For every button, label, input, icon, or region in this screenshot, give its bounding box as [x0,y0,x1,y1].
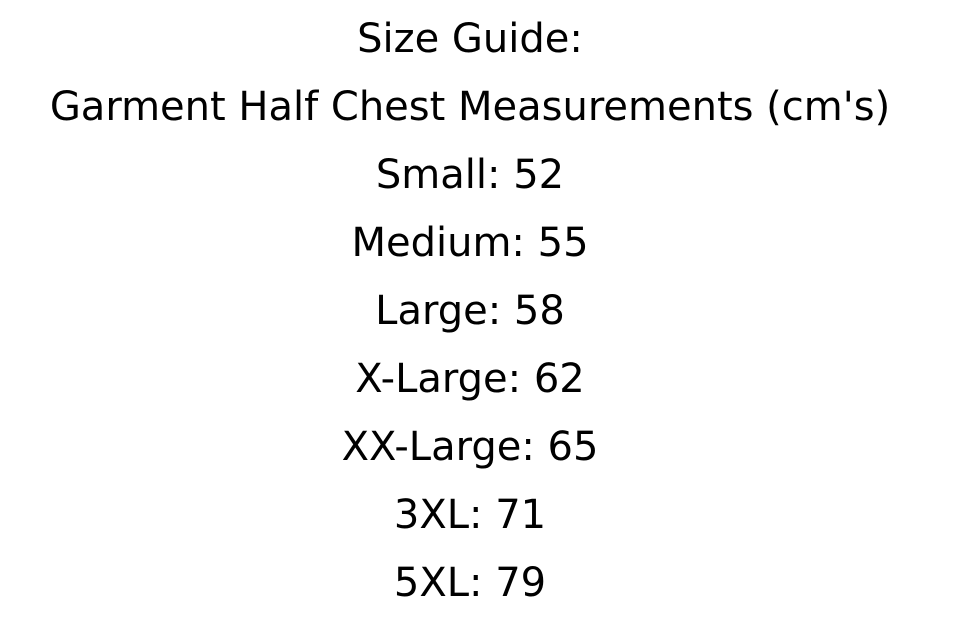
size-guide-title: Size Guide: [357,16,583,62]
size-guide: Size Guide: Garment Half Chest Measureme… [49,16,891,606]
size-medium: Medium: 55 [351,220,589,266]
size-large: Large: 58 [375,288,565,334]
size-xx-large: XX-Large: 65 [341,424,599,470]
size-x-large: X-Large: 62 [355,356,585,402]
size-guide-subtitle: Garment Half Chest Measurements (cm's) [49,84,891,130]
size-small: Small: 52 [375,152,565,198]
size-3xl: 3XL: 71 [393,492,547,538]
size-5xl: 5XL: 79 [393,560,547,606]
